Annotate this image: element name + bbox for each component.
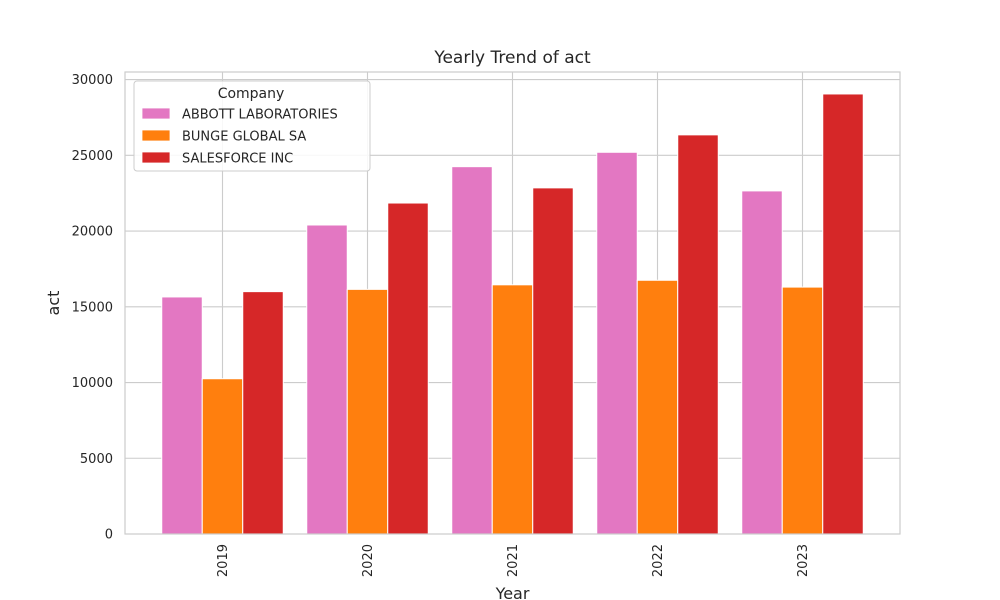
bar [306,224,348,535]
legend-items: ABBOTT LABORATORIES BUNGE GLOBAL SA SALESF… [141,107,338,167]
y-tick-label: 5000 [80,452,113,467]
legend: Company ABBOTT LABORATORIES BUNGE GLOBAL … [133,80,371,172]
legend-label: BUNGE GLOBAL SA [182,130,306,145]
y-tick-label: 0 [105,528,113,543]
chart-title: Yearly Trend of act [433,48,591,68]
bar [677,134,719,535]
y-tick-label: 20000 [72,225,113,240]
y-tick-label: 10000 [72,376,113,391]
bar [346,288,389,535]
y-tick-label: 15000 [72,300,113,315]
y-axis-ticks: 0 5000 10000 15000 20000 25000 30000 [72,73,113,542]
plot-frame [124,71,901,535]
bars [161,93,864,535]
bar [636,279,679,535]
x-axis-ticks: 2019 2020 2021 2022 2023 [216,544,811,577]
bar [451,166,493,535]
legend-title: Company [218,86,285,102]
bar [596,151,638,535]
legend-swatch [141,129,171,142]
y-axis-title: act [44,291,63,316]
x-axis-title: Year [495,584,530,600]
legend-swatch [141,107,171,120]
x-tick-label: 2021 [506,544,521,577]
y-tick-label: 30000 [72,73,113,88]
bar [201,378,244,535]
x-tick-label: 2019 [216,544,231,577]
y-tick-label: 25000 [72,149,113,164]
bar [822,93,864,535]
legend-swatch [141,151,171,164]
bar [242,291,284,535]
legend-label: ABBOTT LABORATORIES [182,108,338,123]
x-tick-label: 2020 [361,544,376,577]
bar [161,296,203,535]
bar [491,284,534,535]
bar [532,187,574,535]
bar [741,190,783,535]
x-tick-label: 2022 [651,544,666,577]
bar [781,286,824,535]
x-tick-label: 2023 [796,544,811,577]
bar [387,202,429,535]
legend-box [133,80,371,172]
legend-label: SALESFORCE INC [182,152,293,167]
